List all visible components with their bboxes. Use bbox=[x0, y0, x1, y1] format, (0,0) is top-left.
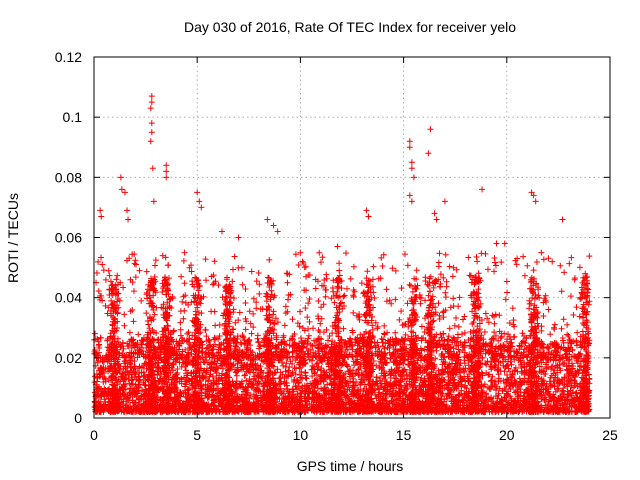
data-point bbox=[560, 360, 567, 367]
data-point bbox=[105, 376, 112, 383]
data-point bbox=[274, 366, 281, 373]
data-points bbox=[91, 93, 593, 415]
data-point bbox=[292, 382, 299, 389]
data-point bbox=[373, 374, 380, 381]
data-point bbox=[565, 391, 572, 398]
data-point bbox=[155, 368, 162, 375]
data-point bbox=[318, 365, 325, 372]
data-point bbox=[387, 374, 394, 381]
data-point bbox=[358, 379, 365, 386]
data-point bbox=[376, 389, 383, 396]
data-point bbox=[508, 339, 515, 346]
data-point bbox=[322, 395, 329, 402]
data-point bbox=[280, 362, 287, 369]
data-point bbox=[466, 371, 473, 378]
data-point bbox=[286, 364, 293, 370]
data-point bbox=[488, 359, 495, 366]
data-point bbox=[243, 368, 250, 375]
data-point bbox=[548, 366, 555, 373]
data-point bbox=[573, 337, 580, 344]
data-point bbox=[538, 395, 545, 402]
data-point bbox=[115, 376, 122, 383]
data-point bbox=[465, 378, 472, 385]
data-point bbox=[303, 345, 310, 352]
data-point bbox=[483, 361, 490, 368]
data-point bbox=[486, 371, 493, 378]
data-point bbox=[129, 380, 136, 387]
data-point bbox=[573, 342, 580, 349]
data-point bbox=[281, 340, 288, 347]
data-point bbox=[516, 403, 523, 410]
data-point bbox=[213, 364, 220, 371]
data-point bbox=[283, 360, 290, 367]
data-point bbox=[444, 336, 451, 343]
data-point bbox=[342, 339, 349, 346]
data-point bbox=[484, 384, 491, 391]
data-point bbox=[248, 364, 255, 371]
data-point bbox=[378, 335, 385, 342]
data-point bbox=[315, 344, 321, 351]
data-point bbox=[516, 346, 523, 353]
data-point bbox=[346, 368, 353, 375]
data-point bbox=[152, 364, 159, 371]
data-point bbox=[561, 359, 568, 366]
data-point bbox=[568, 360, 575, 367]
data-point bbox=[414, 361, 421, 368]
data-point bbox=[511, 389, 518, 396]
data-point bbox=[291, 364, 298, 371]
data-point bbox=[309, 362, 316, 369]
data-point bbox=[185, 386, 192, 393]
data-point bbox=[497, 334, 504, 341]
data-point bbox=[507, 393, 514, 400]
data-point bbox=[572, 368, 579, 375]
data-point bbox=[241, 372, 248, 379]
data-point bbox=[309, 357, 316, 364]
data-point bbox=[487, 386, 494, 393]
data-point bbox=[134, 354, 141, 361]
data-point bbox=[208, 364, 215, 371]
data-point bbox=[325, 337, 332, 344]
data-point bbox=[303, 375, 310, 382]
data-point bbox=[508, 361, 515, 368]
data-point bbox=[216, 342, 223, 349]
data-point bbox=[216, 372, 223, 379]
grid bbox=[94, 57, 610, 418]
data-point bbox=[488, 366, 495, 373]
data-point bbox=[583, 335, 590, 342]
data-point bbox=[233, 372, 240, 379]
data-point bbox=[536, 363, 543, 370]
data-point bbox=[131, 358, 138, 365]
